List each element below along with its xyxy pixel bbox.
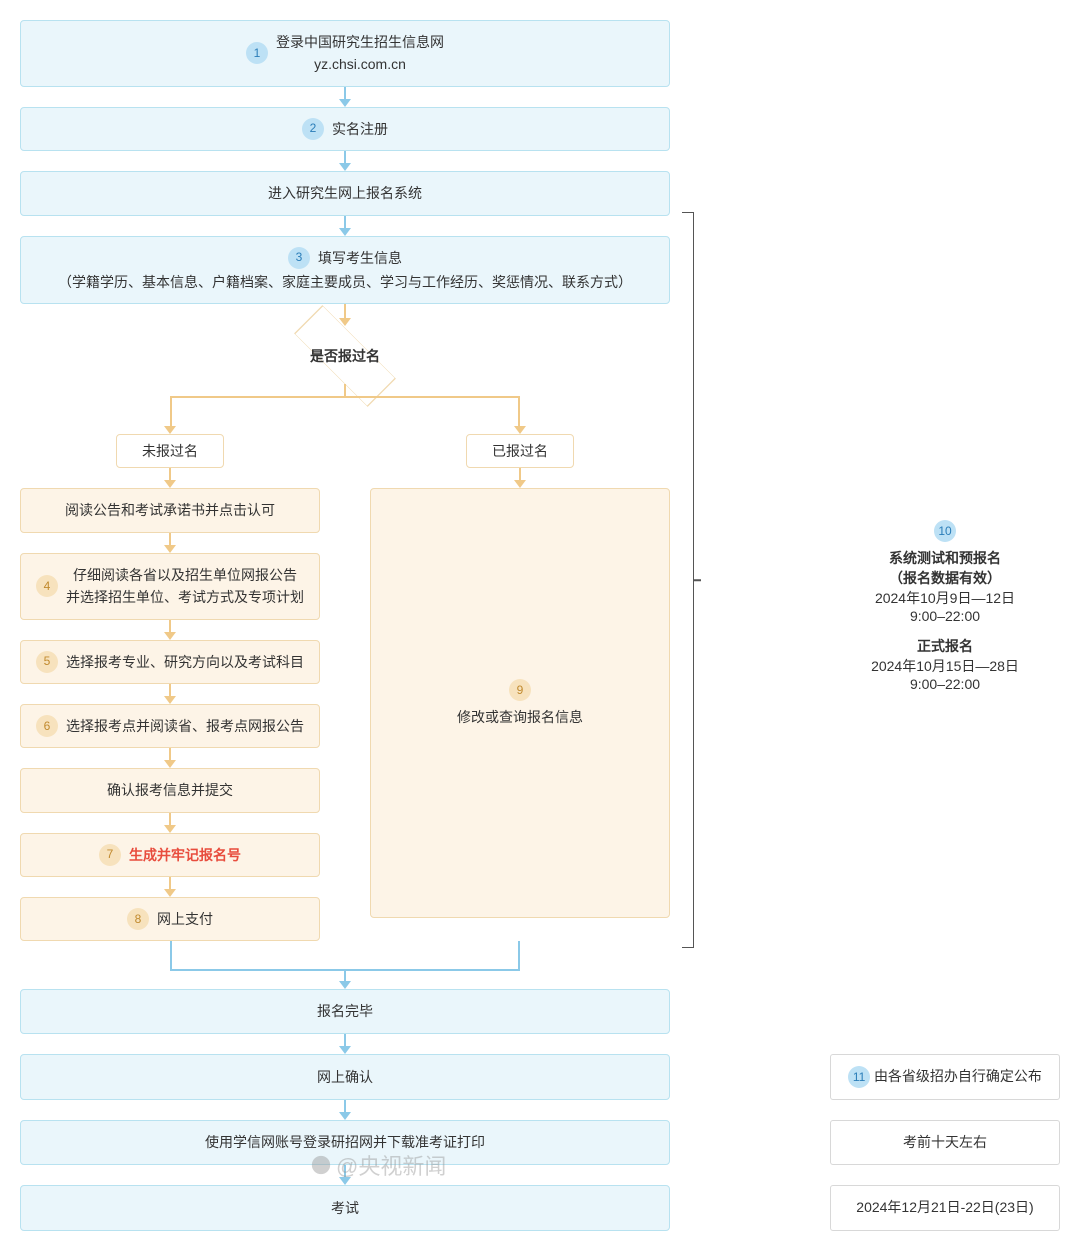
side-time-pretest: 9:00–22:00 [830,608,1060,624]
side-exam-text: 2024年12月21日-22日(23日) [856,1199,1033,1215]
step-badge-9: 9 [509,679,531,701]
step-generate-number-text: 生成并牢记报名号 [129,844,241,866]
split-connector [20,396,670,426]
side-date-pretest: 2024年10月9日—12日 [830,588,1060,608]
arrow-down-icon [339,163,351,171]
step-online-confirm-text: 网上确认 [317,1066,373,1088]
join-connector [20,941,670,971]
arrow-down-icon [164,426,176,434]
bracket-registration-period [682,212,694,948]
side-panel-registration-period: 10 系统测试和预报名 （报名数据有效） 2024年10月9日—12日 9:00… [830,520,1060,692]
step-register-box: 2 实名注册 [20,107,670,151]
arrow-down-icon [164,696,176,704]
step-exam-box: 考试 [20,1185,670,1231]
step-print-ticket-box: 使用学信网账号登录研招网并下载准考证打印 [20,1120,670,1166]
arrow-down-icon [164,632,176,640]
step-fill-info-title: 填写考生信息 [318,247,402,269]
side-confirm-text: 由各省级招办自行确定公布 [874,1068,1042,1084]
step-read-notice-text: 阅读公告和考试承诺书并点击认可 [65,499,275,521]
step-enter-system-text: 进入研究生网上报名系统 [268,182,422,204]
step-pay-online-box: 8 网上支付 [20,897,320,941]
step-badge-5: 5 [36,651,58,673]
decision-registered-before: 是否报过名 [270,326,420,386]
arrow-down-icon [164,889,176,897]
step-login-text: 登录中国研究生招生信息网 yz.chsi.com.cn [276,31,444,76]
step-badge-4: 4 [36,575,58,597]
side-date-formal: 2024年10月15日—28日 [830,656,1060,676]
step-select-major-box: 5 选择报考专业、研究方向以及考试科目 [20,640,320,684]
step-generate-number-box: 7 生成并牢记报名号 [20,833,320,877]
step-select-site-text: 选择报考点并阅读省、报考点网报公告 [66,715,304,737]
arrow-down-icon [514,480,526,488]
arrow-down-icon [339,981,351,989]
branch-label-not-registered: 未报过名 [116,434,224,468]
step-read-notice-box: 阅读公告和考试承诺书并点击认可 [20,488,320,532]
step-online-confirm-box: 网上确认 [20,1054,670,1100]
step-exam-text: 考试 [331,1197,359,1219]
branch-not-registered: 未报过名 阅读公告和考试承诺书并点击认可 4 仔细阅读各省以及招生单位网报公告 … [20,426,320,941]
arrow-down-icon [164,825,176,833]
arrow-down-icon [339,1112,351,1120]
step-select-major-text: 选择报考专业、研究方向以及考试科目 [66,651,304,673]
step-pay-online-text: 网上支付 [157,908,213,930]
arrow-down-icon [164,760,176,768]
side-time-formal: 9:00–22:00 [830,676,1060,692]
step-register-text: 实名注册 [332,118,388,140]
decision-text: 是否报过名 [310,346,380,366]
step-badge-8: 8 [127,908,149,930]
arrow-down-icon [339,228,351,236]
step-badge-10: 10 [934,520,956,542]
step-confirm-submit-text: 确认报考信息并提交 [107,779,233,801]
step-read-province-text: 仔细阅读各省以及招生单位网报公告 并选择招生单位、考试方式及专项计划 [66,564,304,609]
side-title-formal: 正式报名 [830,636,1060,656]
step-confirm-submit-box: 确认报考信息并提交 [20,768,320,812]
side-print-text: 考前十天左右 [903,1134,987,1150]
step-registration-done-text: 报名完毕 [317,1000,373,1022]
side-print-box: 考前十天左右 [830,1120,1060,1166]
step-print-ticket-text: 使用学信网账号登录研招网并下载准考证打印 [205,1131,485,1153]
step-badge-3: 3 [288,247,310,269]
step-badge-7: 7 [99,844,121,866]
step-fill-info-sub: （学籍学历、基本信息、户籍档案、家庭主要成员、学习与工作经历、奖惩情况、联系方式… [58,271,632,293]
step-badge-2: 2 [302,118,324,140]
step-badge-1: 1 [246,42,268,64]
arrow-down-icon [164,480,176,488]
step-badge-11: 11 [848,1066,870,1088]
arrow-down-icon [339,1177,351,1185]
step-select-site-box: 6 选择报考点并阅读省、报考点网报公告 [20,704,320,748]
arrow-down-icon [514,426,526,434]
step-login-box: 1 登录中国研究生招生信息网 yz.chsi.com.cn [20,20,670,87]
branch-already-registered: 已报过名 9 修改或查询报名信息 [370,426,670,941]
side-confirm-box: 11 由各省级招办自行确定公布 [830,1054,1060,1100]
step-badge-6: 6 [36,715,58,737]
arrow-down-icon [339,1046,351,1054]
side-sub-pretest: （报名数据有效） [830,568,1060,588]
step-read-province-box: 4 仔细阅读各省以及招生单位网报公告 并选择招生单位、考试方式及专项计划 [20,553,320,620]
step-fill-info-box: 3 填写考生信息 （学籍学历、基本信息、户籍档案、家庭主要成员、学习与工作经历、… [20,236,670,305]
side-title-pretest: 系统测试和预报名 [830,548,1060,568]
side-exam-box: 2024年12月21日-22日(23日) [830,1185,1060,1231]
step-registration-done-box: 报名完毕 [20,989,670,1033]
arrow-down-icon [339,99,351,107]
branch-label-already-registered: 已报过名 [466,434,574,468]
arrow-down-icon [164,545,176,553]
step-modify-query-box: 9 修改或查询报名信息 [370,488,670,918]
step-modify-query-text: 修改或查询报名信息 [457,707,583,727]
step-enter-system-box: 进入研究生网上报名系统 [20,171,670,215]
